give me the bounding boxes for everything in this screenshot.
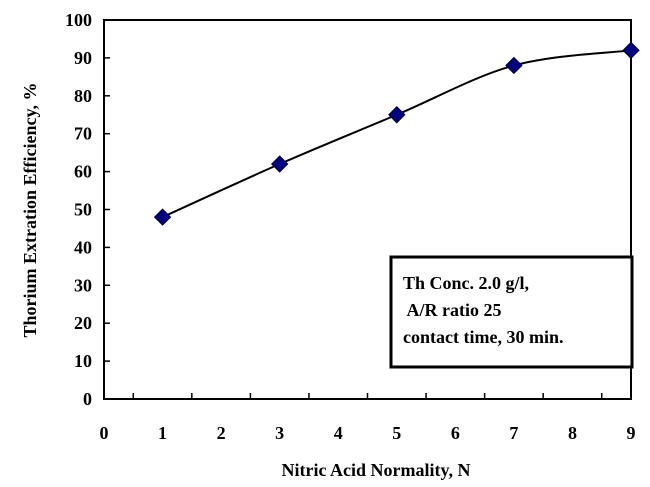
- y-tick-label: 10: [74, 351, 92, 371]
- series-markers: [153, 41, 640, 226]
- y-tick-label: 30: [74, 275, 92, 295]
- annotation-line-3: contact time, 30 min.: [403, 327, 563, 347]
- x-tick-label: 8: [568, 423, 577, 443]
- x-tick-label: 0: [100, 423, 109, 443]
- series-line: [162, 49, 632, 218]
- x-tick-label: 1: [158, 423, 167, 443]
- data-point-marker: [505, 56, 523, 75]
- y-axis: 0 10 20 30 40 50 60 70 80 90 100: [65, 10, 110, 409]
- y-tick-label: 100: [65, 10, 92, 30]
- annotation-box: Th Conc. 2.0 g/l, A/R ratio 25 contact t…: [389, 255, 634, 369]
- x-tick-label: 7: [509, 423, 518, 443]
- x-tick-label: 9: [627, 423, 636, 443]
- annotation-line-2: A/R ratio 25: [403, 300, 502, 320]
- annotation-frame: [389, 255, 634, 369]
- x-tick-label: 4: [334, 423, 343, 443]
- y-tick-label: 0: [83, 389, 92, 409]
- data-point-marker: [153, 208, 172, 226]
- y-tick-label: 50: [74, 200, 92, 220]
- y-axis-title: Thorium Extration Efficiency, %: [20, 83, 40, 338]
- data-point-marker: [622, 41, 640, 60]
- x-tick-label: 6: [451, 423, 460, 443]
- annotation-line-1: Th Conc. 2.0 g/l,: [403, 273, 529, 293]
- y-tick-label: 80: [74, 86, 92, 106]
- data-point-marker: [270, 155, 289, 173]
- y-tick-label: 40: [74, 237, 92, 257]
- x-tick-label: 3: [275, 423, 284, 443]
- x-tick-label: 5: [392, 423, 401, 443]
- y-tick-label: 90: [74, 48, 92, 68]
- y-tick-label: 70: [74, 124, 92, 144]
- y-tick-label: 20: [74, 313, 92, 333]
- x-axis-title: Nitric Acid Normality, N: [282, 460, 471, 480]
- data-point-marker: [388, 106, 406, 124]
- y-tick-label: 60: [74, 162, 92, 182]
- x-axis: 0 1 2 3 4 5 6 7 8 9: [100, 393, 636, 443]
- x-tick-label: 2: [217, 423, 226, 443]
